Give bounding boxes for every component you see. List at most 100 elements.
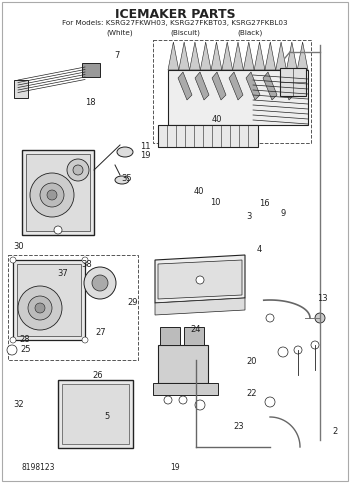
- Circle shape: [311, 341, 319, 349]
- Text: 24: 24: [190, 326, 201, 334]
- Circle shape: [294, 346, 302, 354]
- Text: 11: 11: [140, 142, 150, 151]
- Polygon shape: [212, 72, 226, 100]
- Circle shape: [28, 296, 52, 320]
- Bar: [82, 63, 100, 77]
- Circle shape: [179, 396, 187, 404]
- Circle shape: [196, 276, 204, 284]
- Text: 40: 40: [194, 187, 204, 196]
- Polygon shape: [276, 42, 286, 70]
- Polygon shape: [200, 42, 211, 70]
- Polygon shape: [178, 72, 192, 100]
- Text: 19: 19: [170, 463, 180, 472]
- Polygon shape: [168, 42, 179, 70]
- Circle shape: [40, 183, 64, 207]
- Polygon shape: [286, 42, 297, 70]
- Circle shape: [265, 397, 275, 407]
- Circle shape: [7, 345, 17, 355]
- Text: (White): (White): [107, 30, 133, 37]
- Circle shape: [195, 400, 205, 410]
- Polygon shape: [254, 42, 265, 70]
- Text: 2: 2: [332, 427, 337, 436]
- Text: 32: 32: [13, 400, 23, 409]
- Bar: [184, 327, 204, 345]
- Circle shape: [164, 396, 172, 404]
- Bar: [153, 383, 218, 395]
- Polygon shape: [195, 72, 209, 100]
- Polygon shape: [265, 42, 276, 70]
- Bar: [168, 70, 308, 125]
- Text: 35: 35: [122, 174, 132, 183]
- Bar: [158, 125, 258, 147]
- Polygon shape: [179, 42, 190, 70]
- Circle shape: [315, 313, 325, 323]
- Text: 10: 10: [210, 199, 220, 207]
- Circle shape: [82, 337, 88, 343]
- Bar: [17, 264, 81, 336]
- Text: 13: 13: [317, 294, 328, 303]
- Bar: [8, 255, 138, 360]
- Ellipse shape: [115, 176, 129, 184]
- Polygon shape: [297, 42, 308, 70]
- Bar: [58, 380, 133, 448]
- Circle shape: [10, 337, 16, 343]
- Text: ICEMAKER PARTS: ICEMAKER PARTS: [115, 8, 235, 21]
- Bar: [13, 260, 85, 340]
- Text: 22: 22: [246, 389, 257, 398]
- Circle shape: [278, 347, 288, 357]
- Text: 9: 9: [281, 210, 286, 218]
- Ellipse shape: [117, 147, 133, 157]
- Circle shape: [54, 226, 62, 234]
- Text: 37: 37: [58, 270, 68, 278]
- Polygon shape: [190, 42, 200, 70]
- Text: 26: 26: [92, 371, 103, 380]
- Text: 20: 20: [246, 357, 257, 366]
- Circle shape: [30, 173, 74, 217]
- Text: (Black): (Black): [237, 30, 262, 37]
- Bar: [280, 68, 306, 96]
- Text: 4: 4: [256, 245, 262, 254]
- Text: 23: 23: [233, 422, 244, 430]
- Polygon shape: [233, 42, 243, 70]
- Text: 5: 5: [104, 412, 109, 421]
- Bar: [14, 80, 28, 98]
- Text: 25: 25: [20, 345, 30, 354]
- Polygon shape: [243, 42, 254, 70]
- Text: 18: 18: [85, 98, 96, 107]
- Bar: [160, 327, 180, 345]
- Bar: [153, 40, 311, 143]
- Circle shape: [67, 159, 89, 181]
- Polygon shape: [155, 298, 245, 315]
- Polygon shape: [229, 72, 243, 100]
- Bar: [62, 384, 129, 444]
- Polygon shape: [155, 255, 245, 303]
- Text: (Biscuit): (Biscuit): [170, 30, 200, 37]
- Text: 29: 29: [128, 298, 138, 307]
- Text: 40: 40: [212, 115, 222, 124]
- Circle shape: [73, 165, 83, 175]
- Text: 8198123: 8198123: [22, 463, 56, 472]
- Bar: [158, 345, 208, 383]
- Circle shape: [84, 267, 116, 299]
- Polygon shape: [211, 42, 222, 70]
- Text: 38: 38: [82, 260, 92, 269]
- Text: 30: 30: [13, 242, 23, 251]
- Circle shape: [47, 190, 57, 200]
- Text: 16: 16: [259, 199, 270, 208]
- Bar: [22, 150, 94, 235]
- Polygon shape: [246, 72, 260, 100]
- Circle shape: [82, 257, 88, 263]
- Polygon shape: [280, 72, 294, 100]
- Text: 3: 3: [246, 212, 251, 221]
- Text: 7: 7: [114, 51, 120, 59]
- Circle shape: [92, 275, 108, 291]
- Circle shape: [10, 257, 16, 263]
- Bar: [26, 154, 90, 231]
- Circle shape: [35, 303, 45, 313]
- Polygon shape: [158, 260, 242, 299]
- Text: For Models: KSRG27FKWH03, KSRG27FKBT03, KSRG27FKBL03: For Models: KSRG27FKWH03, KSRG27FKBT03, …: [62, 20, 288, 26]
- Text: 28: 28: [20, 335, 30, 344]
- Polygon shape: [263, 72, 277, 100]
- Text: 27: 27: [96, 328, 106, 337]
- Circle shape: [266, 314, 274, 322]
